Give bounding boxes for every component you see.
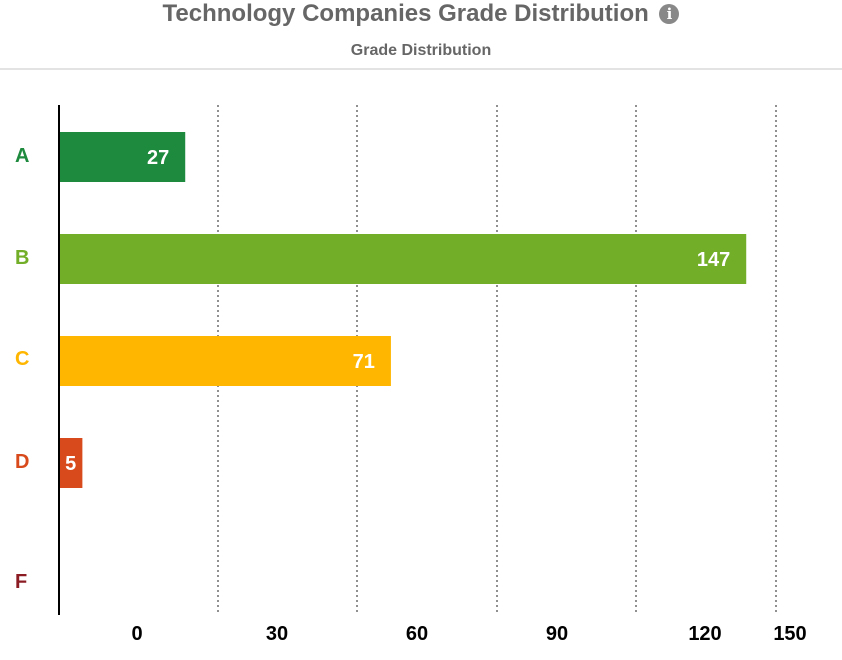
bar-A — [59, 132, 186, 182]
x-tick-label: 30 — [266, 623, 288, 645]
chart-title: Technology Companies Grade Distribution … — [0, 0, 842, 28]
category-label: A — [15, 145, 29, 167]
x-tick-label: 120 — [688, 623, 721, 645]
category-label: C — [15, 348, 29, 370]
bar-B — [59, 234, 747, 284]
x-tick-label: 0 — [131, 623, 142, 645]
category-label: F — [15, 571, 27, 593]
divider — [0, 68, 842, 70]
info-circle-icon[interactable]: i — [659, 4, 680, 24]
x-tick-label: 90 — [546, 623, 568, 645]
bar-D — [59, 438, 83, 488]
x-tick-label: 60 — [406, 623, 428, 645]
category-label: D — [15, 451, 29, 473]
chart-subtitle: Grade Distribution — [350, 42, 492, 59]
title-text: Technology Companies Grade Distribution — [162, 0, 649, 27]
data-label: 5 — [65, 453, 76, 475]
bar-C — [59, 336, 391, 386]
category-label: B — [15, 247, 29, 269]
x-tick-label: 150 — [773, 623, 806, 645]
data-label: 147 — [697, 249, 730, 271]
data-label: 71 — [353, 351, 375, 373]
data-label: 27 — [147, 147, 169, 169]
